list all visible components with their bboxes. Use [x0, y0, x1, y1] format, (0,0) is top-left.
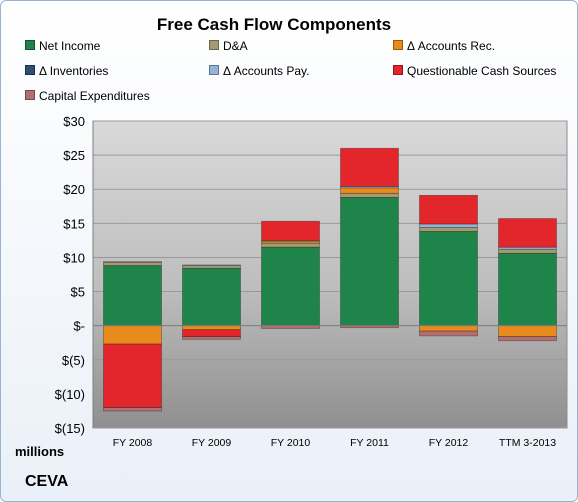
y-tick-label: $10	[63, 250, 85, 265]
bar-segment	[182, 264, 241, 267]
bar-segment	[261, 246, 320, 327]
legend-swatch	[393, 65, 403, 75]
x-tick-label: FY 2012	[429, 437, 469, 449]
legend-swatch	[25, 40, 35, 50]
bar-segment	[340, 187, 399, 194]
bar-segment	[182, 325, 241, 331]
legend-item: D&A	[209, 39, 248, 53]
legend-swatch	[25, 65, 35, 75]
legend-item: Capital Expenditures	[25, 89, 150, 103]
y-tick-label: $30	[63, 114, 85, 129]
legend-label: Capital Expenditures	[39, 89, 150, 103]
bar-segment	[182, 267, 241, 327]
legend-label: D&A	[223, 39, 248, 53]
bar-segment	[498, 248, 557, 254]
bar-segment	[419, 330, 478, 337]
y-tick-label: $(5)	[62, 353, 85, 368]
x-tick-label: FY 2008	[113, 437, 153, 449]
chart-title: Free Cash Flow Components	[156, 15, 392, 34]
bar-segment	[498, 218, 557, 248]
bar-segment	[103, 265, 162, 327]
legend-label: Δ Accounts Pay.	[223, 64, 310, 78]
y-tick-label: $25	[63, 148, 85, 163]
company-name: CEVA	[25, 473, 69, 490]
y-tick-label: $20	[63, 182, 85, 197]
legend-label: Δ Accounts Rec.	[407, 39, 496, 53]
bar-segment	[498, 336, 557, 342]
y-tick-label: $(15)	[55, 421, 85, 436]
legend-item: Δ Accounts Rec.	[393, 39, 495, 53]
bar-segment	[182, 329, 241, 337]
legend-swatch	[209, 65, 219, 75]
x-tick-label: FY 2011	[350, 437, 389, 449]
legend-item: Net Income	[25, 39, 100, 53]
bar-segment	[498, 252, 557, 327]
bar-segment	[419, 194, 478, 225]
bar-segment	[103, 343, 162, 408]
legend-label: Net Income	[39, 39, 101, 53]
y-tick-label: $-	[73, 319, 85, 334]
bar-segment	[261, 242, 320, 248]
bar-segment	[182, 265, 241, 269]
bar-segment	[419, 223, 478, 228]
bar-segment	[340, 192, 399, 198]
x-tick-label: FY 2010	[271, 437, 311, 449]
y-axis-label: millions	[15, 444, 65, 459]
bar-segment	[103, 261, 162, 263]
bar-segment	[419, 227, 478, 232]
bar-segment	[498, 325, 557, 337]
bar-segment	[103, 261, 162, 267]
legend-swatch	[25, 90, 35, 100]
legend-swatch	[393, 40, 403, 50]
bar-segment	[340, 147, 399, 187]
bar-segment	[103, 325, 162, 345]
legend-swatch	[209, 40, 219, 50]
legend-label: Δ Inventories	[39, 64, 109, 78]
legend-item: Δ Accounts Pay.	[209, 64, 310, 78]
y-tick-label: $(10)	[55, 387, 85, 402]
legend-item: Questionable Cash Sources	[393, 64, 556, 78]
bar-segment	[419, 231, 478, 327]
y-tick-label: $5	[71, 285, 85, 300]
plot-background	[92, 120, 568, 429]
bar-segment	[261, 220, 320, 241]
y-tick-label: $15	[63, 216, 85, 231]
bar-segment	[419, 325, 478, 332]
bar-segment	[103, 407, 162, 412]
legend-label: Questionable Cash Sources	[407, 64, 557, 78]
x-tick-label: FY 2009	[192, 437, 232, 449]
bar-segment	[182, 336, 241, 340]
bar-segment	[340, 197, 399, 327]
x-tick-label: TTM 3-2013	[499, 437, 556, 449]
legend-item: Δ Inventories	[25, 64, 108, 78]
